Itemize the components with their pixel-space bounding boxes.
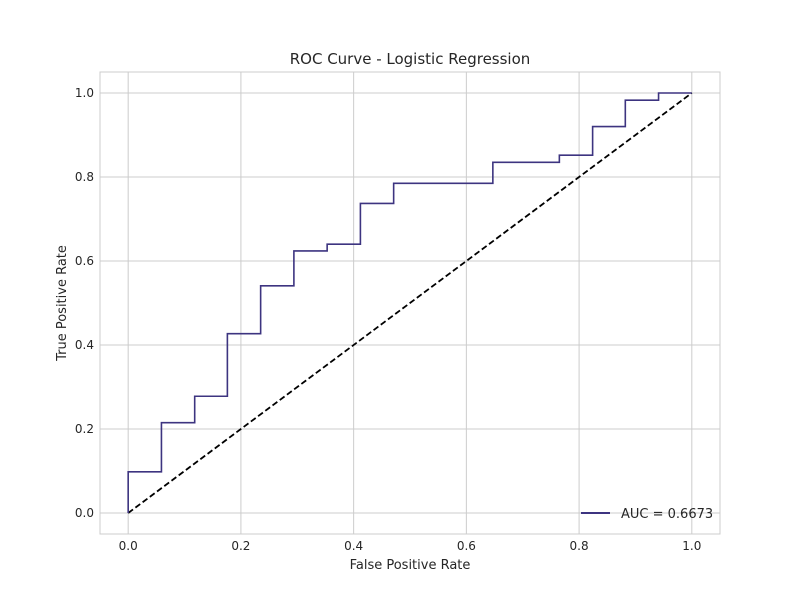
x-tick-label: 0.6 [457,539,476,553]
x-tick-label: 0.2 [231,539,250,553]
y-tick-label: 0.4 [75,338,94,352]
y-axis-label: True Positive Rate [55,245,70,362]
x-tick-label: 0.8 [570,539,589,553]
x-tick-label: 0.4 [344,539,363,553]
y-tick-label: 0.0 [75,506,94,520]
y-tick-label: 0.6 [75,254,94,268]
y-tick-label: 0.2 [75,422,94,436]
roc-curve-line [127,92,692,513]
legend: AUC = 0.6673 [581,507,713,522]
axes: 0.0 0.2 0.4 0.6 0.8 1.0 0.0 0.2 0.4 0.6 0.8 1.0 [75,86,701,553]
chance-diagonal-line [127,92,693,514]
plot-area [127,92,693,514]
y-tick-label: 1.0 [75,86,94,100]
grid [100,72,720,534]
x-tick-label: 0.0 [119,539,138,553]
plot-frame [99,71,721,535]
x-axis-label: False Positive Rate [350,558,471,573]
legend-label-auc: AUC = 0.6673 [621,507,713,522]
chart-title: ROC Curve - Logistic Regression [290,50,531,68]
x-tick-label: 1.0 [682,539,701,553]
y-tick-label: 0.8 [75,170,94,184]
